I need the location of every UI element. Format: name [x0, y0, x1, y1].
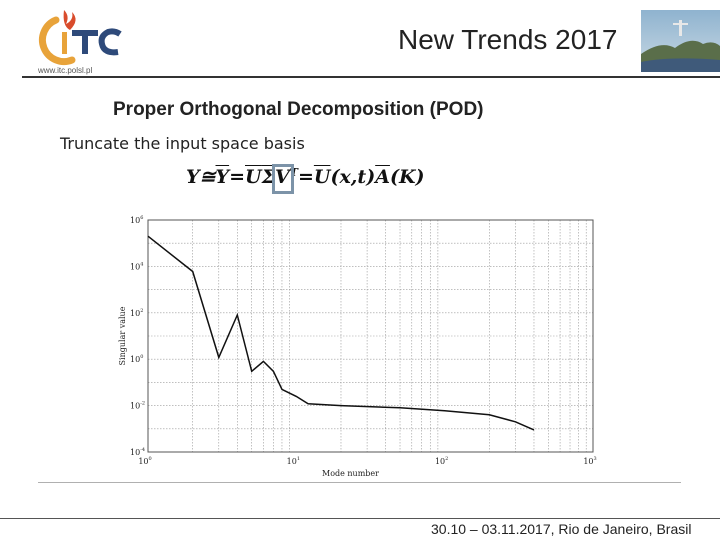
- pod-formula: Y ≅ Y = U Σ VT = U(x,t)A(K): [186, 166, 424, 196]
- slide-subtitle: Truncate the input space basis: [60, 134, 305, 153]
- formula-sigma-bar: Σ: [261, 166, 276, 189]
- photo-statue: [679, 20, 682, 36]
- photo-water: [641, 58, 720, 72]
- formula-paren-close-2: ): [415, 166, 425, 189]
- logo-url: www.itc.polsl.pl: [38, 66, 93, 75]
- logo-flame: [63, 10, 76, 30]
- photo-statue-arms: [673, 23, 688, 25]
- x-tick-label: 102: [435, 456, 448, 466]
- formula-comma: ,: [350, 166, 358, 189]
- logo-letter-c: [98, 28, 122, 56]
- y-tick-label: 10-2: [130, 401, 145, 411]
- series-line: [147, 235, 535, 431]
- formula-v-bar: V: [275, 166, 290, 189]
- formula-t: t: [357, 166, 367, 189]
- x-tick-label: 100: [138, 456, 151, 466]
- x-tick-label: 103: [583, 456, 596, 466]
- y-tick-label: 106: [130, 215, 143, 225]
- rio-photo-graphic: [641, 10, 720, 72]
- formula-equals-2: =: [297, 166, 314, 189]
- formula-u-bar-2: U: [313, 166, 331, 189]
- header-title: New Trends 2017: [398, 24, 618, 55]
- footer-text: 30.10 – 03.11.2017, Rio de Janeiro, Bras…: [431, 521, 692, 537]
- itc-logo-graphic: [38, 10, 122, 66]
- x-tick-label: 101: [287, 456, 300, 466]
- y-tick-label: 104: [130, 261, 143, 271]
- formula-x: x: [339, 166, 351, 189]
- sigma-highlight-box: [272, 164, 294, 194]
- formula-y: Y: [186, 166, 200, 189]
- logo-letter-i: [62, 32, 67, 54]
- footer-rule: [0, 518, 720, 519]
- formula-y-bar: Y: [215, 166, 230, 189]
- formula-k: K: [398, 166, 416, 189]
- header-divider: [22, 76, 720, 78]
- formula-a-bar: A: [375, 166, 390, 189]
- chart-grid: [148, 220, 593, 452]
- formula-equals-1: =: [229, 166, 245, 189]
- slide-title: Proper Orthogonal Decomposition (POD): [113, 99, 484, 120]
- x-axis-label: Mode number: [322, 469, 379, 478]
- formula-paren-open-2: (: [389, 166, 399, 189]
- y-tick-label: 102: [130, 308, 143, 318]
- x-tick-labels: 100 101 102 103: [138, 456, 596, 466]
- singular-value-chart: 100 101 102 103 10-4 10-2 100 102 104 106 Mode n…: [118, 215, 597, 478]
- logo-swoosh: [38, 16, 76, 66]
- y-axis-label: Singular value: [118, 306, 127, 365]
- formula-approx: ≅: [199, 166, 216, 189]
- formula-paren-close-1: ): [366, 166, 376, 189]
- y-tick-labels: 10-4 10-2 100 102 104 106: [130, 215, 145, 457]
- rio-photo: [641, 10, 720, 72]
- y-tick-label: 10-4: [130, 447, 145, 457]
- itc-logo: [34, 6, 130, 76]
- formula-paren-open-1: (: [330, 166, 340, 189]
- y-tick-label: 100: [130, 354, 143, 364]
- footer-divider: [38, 482, 681, 483]
- logo-letter-t-stem: [82, 30, 88, 54]
- formula-u-bar: U: [245, 166, 262, 189]
- chart-frame: [147, 219, 594, 453]
